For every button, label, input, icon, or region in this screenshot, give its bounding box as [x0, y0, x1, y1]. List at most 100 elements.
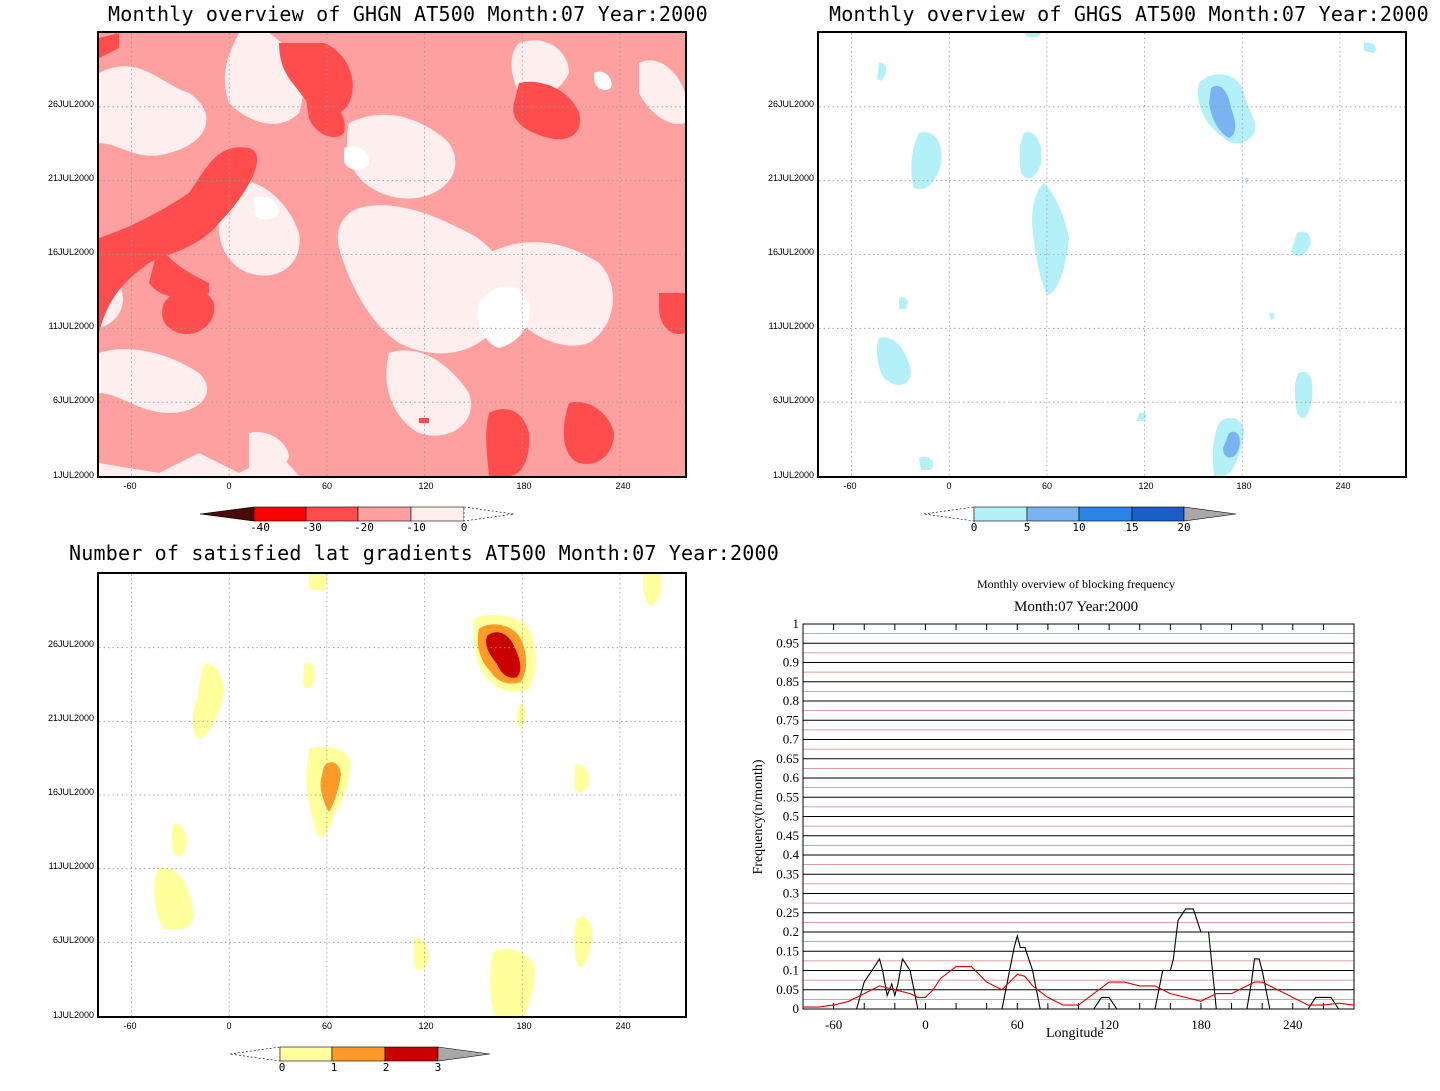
ghgs-ytick: 1JUL2000 [772, 470, 814, 480]
grad-ytick: 11JUL2000 [48, 861, 94, 871]
ghgn-ytick: 6JUL2000 [52, 395, 94, 405]
freq-series-line-0 [803, 908, 1354, 1010]
grad-xtick: 60 [321, 1021, 333, 1031]
freq-line-chart: 0 0.05 0.1 0.15 0.2 0.25 0.3 0.35 0.4 0.45 0.5 0.55… [776, 616, 1355, 1030]
grad-swatch-3 [384, 1046, 439, 1062]
ghgn-contour-map [99, 33, 685, 476]
grad-swatch-1 [279, 1046, 333, 1062]
ghgn-title: Monthly overview of GHGN AT500 Month:07 … [108, 2, 708, 26]
grad-colorbar: 0 1 2 3 [229, 1046, 500, 1077]
grad-xtick: -60 [123, 1021, 137, 1031]
freq-xtick-label: 120 [1099, 1017, 1119, 1030]
freq-xtick-label: 240 [1283, 1017, 1303, 1030]
grad-xtick: 0 [226, 1021, 232, 1031]
freq-ytick-label: 0.3 [783, 886, 799, 901]
ghgs-swatch-5 [1183, 506, 1237, 522]
ghgs-xtick: 180 [1236, 481, 1252, 491]
ghgs-ytick: 16JUL2000 [767, 247, 814, 257]
freq-subtitle: Month:07 Year:2000 [1014, 599, 1139, 615]
ghgn-cb-label: -10 [406, 521, 426, 534]
ghgs-colorbar: 0 5 10 15 20 [923, 506, 1244, 537]
ghgn-plot-area [97, 31, 687, 478]
ghgs-ytick: 21JUL2000 [767, 173, 814, 183]
freq-ytick-label: 0.4 [783, 847, 800, 862]
ghgn-ytick: 21JUL2000 [47, 173, 94, 183]
ghgn-xtick: 120 [418, 481, 434, 491]
grad-swatch-2 [331, 1046, 386, 1062]
grad-xtick: 120 [418, 1021, 434, 1031]
freq-ytick-label: 0.65 [776, 751, 799, 766]
ghgn-xtick: 180 [516, 481, 532, 491]
grad-cb-label: 3 [434, 1061, 442, 1074]
grad-cb-label: 1 [330, 1061, 338, 1074]
grad-cb-label: 2 [382, 1061, 390, 1074]
ghgs-cb-label: 20 [1177, 521, 1191, 534]
freq-x-axis-title: Longitude [1046, 1026, 1104, 1041]
grad-xtick: 240 [615, 1021, 631, 1031]
ghgs-xtick: -60 [843, 481, 857, 491]
ghgn-cb-label: 0 [460, 521, 468, 534]
ghgs-plot-area [817, 31, 1407, 478]
freq-ytick-label: 0.35 [776, 866, 799, 881]
freq-ytick-label: 0.75 [776, 712, 799, 727]
ghgs-colorbar-swatches [923, 506, 1237, 522]
freq-xtick-label: 180 [1191, 1017, 1211, 1030]
grad-xtick: 180 [516, 1021, 532, 1031]
grad-cb-label: 0 [278, 1061, 286, 1074]
ghgn-swatch-3 [357, 506, 412, 522]
ghgn-xtick: -60 [123, 481, 137, 491]
grad-title: Number of satisfied lat gradients AT500 … [69, 541, 779, 565]
grad-ytick: 26JUL2000 [47, 639, 94, 649]
freq-ytick-label: 0.2 [783, 924, 799, 939]
ghgn-cb-label: -40 [250, 521, 270, 534]
ghgn-cb-label: -30 [302, 521, 322, 534]
ghgs-swatch-1 [973, 506, 1028, 522]
freq-ytick-label: 0.85 [776, 674, 799, 689]
ghgs-ytick: 6JUL2000 [772, 395, 814, 405]
ghgs-swatch-0 [923, 506, 975, 522]
ghgn-swatch-5 [463, 506, 515, 522]
freq-ytick-label: 0.6 [783, 770, 800, 785]
ghgn-swatch-1 [253, 506, 307, 522]
ghgn-xtick: 60 [321, 481, 333, 491]
grad-swatch-4 [437, 1046, 491, 1062]
grad-contour-map [99, 574, 685, 1016]
ghgs-xtick: 240 [1335, 481, 1351, 491]
grad-ytick: 6JUL2000 [52, 935, 94, 945]
ghgs-contour-map [819, 33, 1405, 476]
freq-xtick-label: -60 [825, 1017, 842, 1030]
ghgn-xtick: 240 [615, 481, 631, 491]
ghgs-swatch-2 [1026, 506, 1080, 522]
ghgn-swatch-2 [305, 506, 359, 522]
grad-plot-area [97, 572, 687, 1018]
freq-ytick-label: 0.25 [776, 905, 799, 920]
ghgs-swatch-3 [1078, 506, 1133, 522]
ghgs-xtick: 120 [1138, 481, 1154, 491]
grad-ytick: 21JUL2000 [47, 713, 94, 723]
freq-ytick-label: 0.8 [783, 693, 799, 708]
ghgs-title: Monthly overview of GHGS AT500 Month:07 … [829, 2, 1429, 26]
freq-ytick-label: 0.15 [776, 943, 799, 958]
freq-xtick-label: 0 [922, 1017, 929, 1030]
freq-ytick-label: 0.7 [783, 732, 800, 747]
ghgn-ytick: 26JUL2000 [47, 99, 94, 109]
freq-ytick-label: 0.9 [783, 655, 799, 670]
ghgn-ytick: 16JUL2000 [47, 247, 94, 257]
ghgs-ytick: 11JUL2000 [768, 321, 814, 331]
grad-colorbar-swatches [229, 1046, 491, 1062]
freq-series-line-1 [803, 966, 1355, 1008]
ghgn-ytick: 11JUL2000 [48, 321, 94, 331]
freq-title: Monthly overview of blocking frequency [977, 577, 1175, 591]
freq-ytick-label: 0.5 [783, 809, 799, 824]
ghgn-colorbar: -40 -30 -20 -10 0 [199, 506, 520, 537]
freq-ytick-label: 0.45 [776, 828, 799, 843]
ghgn-xtick: 0 [226, 481, 232, 491]
grad-ytick: 1JUL2000 [52, 1010, 94, 1020]
freq-ytick-label: 0.05 [776, 982, 799, 997]
ghgn-swatch-4 [410, 506, 465, 522]
ghgs-cb-label: 0 [970, 521, 978, 534]
freq-xtick-label: 60 [1011, 1017, 1024, 1030]
freq-ytick-label: 0.95 [776, 635, 799, 650]
ghgs-cb-label: 10 [1072, 521, 1086, 534]
ghgn-cb-label: -20 [354, 521, 374, 534]
